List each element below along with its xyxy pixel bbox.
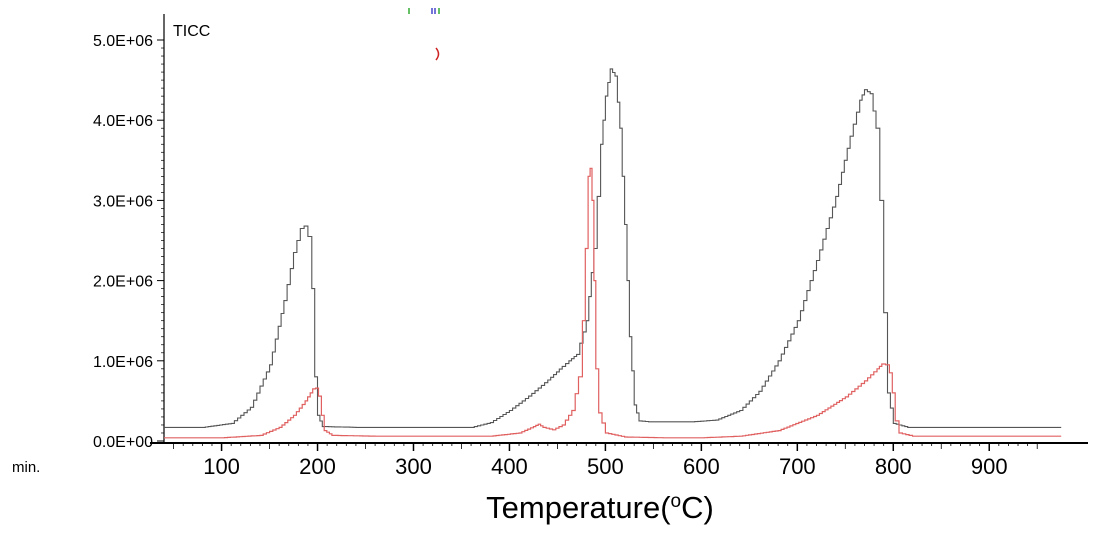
x-unit-label: min. [12, 459, 40, 476]
x-tick-label: 100 [203, 454, 240, 479]
x-axis-title-end: C) [681, 490, 714, 525]
series-line-1 [164, 167, 1062, 439]
minor-ticks [161, 47, 164, 434]
x-axis-title-main: Temperature( [486, 490, 671, 525]
x-tick-label: 800 [875, 454, 912, 479]
marker-glyphs [408, 8, 440, 61]
y-tick-label: 5.0E+06 [93, 33, 153, 50]
y-tick-label: 0.0E+00 [93, 434, 153, 451]
series-line-0 [164, 68, 1062, 428]
chart-title: TICC [173, 23, 210, 40]
y-ticks: 0.0E+00 1.0E+06 2.0E+06 3.0E+06 4.0E+06 5.0E+… [93, 33, 164, 451]
x-tick-label: 900 [971, 454, 1008, 479]
x-tick-label: 600 [683, 454, 720, 479]
marker-red-paren [435, 47, 440, 61]
series-layer [164, 68, 1062, 439]
x-tick-label: 300 [395, 454, 432, 479]
y-tick-label: 4.0E+06 [93, 113, 153, 130]
x-tick-label: 500 [587, 454, 624, 479]
x-tick-label: 200 [299, 454, 336, 479]
x-axis-title-superscript: o [671, 491, 682, 512]
x-tick-label: 700 [779, 454, 816, 479]
y-tick-label: 3.0E+06 [93, 193, 153, 210]
y-tick-label: 1.0E+06 [93, 354, 153, 371]
x-ticks: 100 200 300 400 500 600 700 800 900 [173, 443, 1038, 479]
x-axis-title: Temperature(oC) [486, 490, 714, 525]
x-tick-label: 400 [491, 454, 528, 479]
y-tick-label: 2.0E+06 [93, 274, 153, 291]
